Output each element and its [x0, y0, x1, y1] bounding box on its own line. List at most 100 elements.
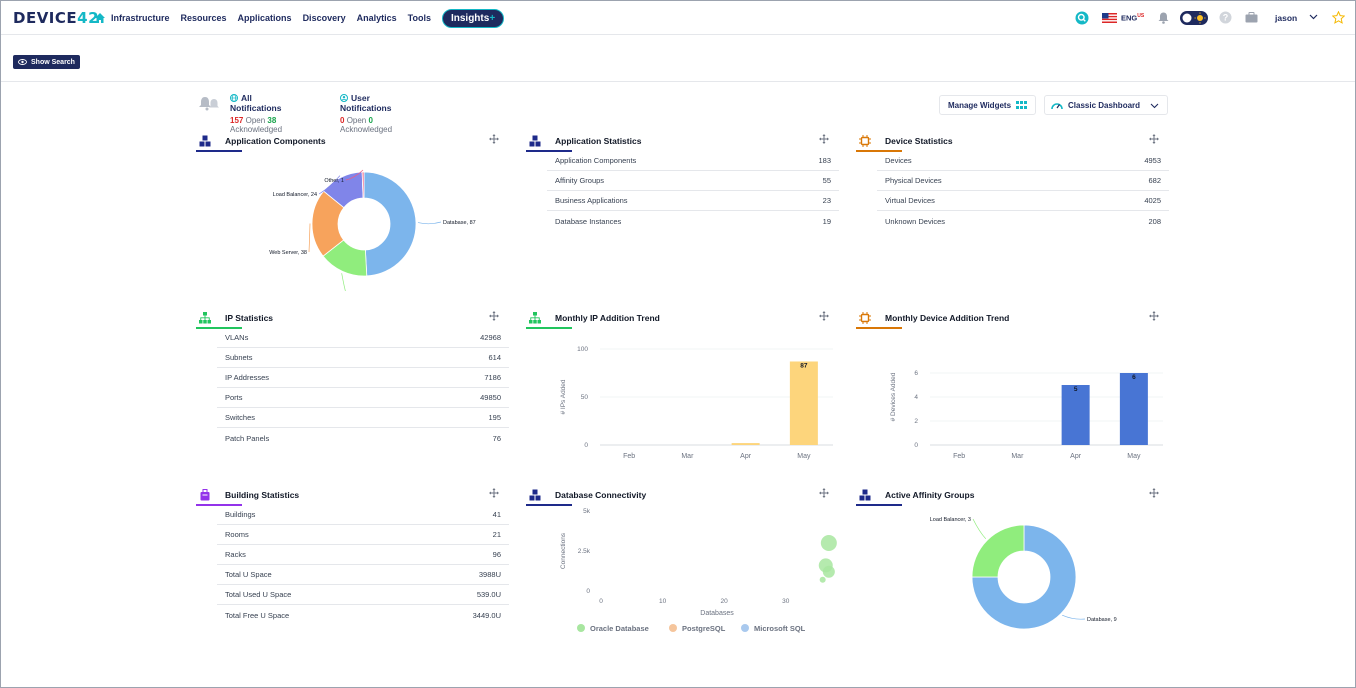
table-row[interactable]: Total Used U Space 539.0U: [217, 585, 509, 605]
widget-title: Device Statistics: [885, 136, 953, 146]
theme-toggle[interactable]: [1180, 11, 1208, 25]
row-label: Devices: [885, 156, 912, 165]
x-tick-label: Feb: [953, 453, 965, 460]
donut-slice-database: [363, 171, 417, 277]
insights-button[interactable]: Insights+: [441, 8, 505, 28]
table-row[interactable]: Virtual Devices 4025: [877, 191, 1169, 211]
x-tick-label: 0: [599, 598, 603, 605]
table-row[interactable]: Physical Devices 682: [877, 171, 1169, 191]
widget-title: Database Connectivity: [555, 490, 647, 500]
language-selector[interactable]: ENGUS: [1121, 13, 1144, 23]
widget-title: IP Statistics: [225, 313, 274, 323]
move-icon[interactable]: [819, 311, 829, 321]
nav-resources[interactable]: Resources: [180, 13, 227, 23]
move-icon[interactable]: [489, 134, 499, 144]
title-underline: [856, 504, 902, 506]
nav-applications[interactable]: Applications: [237, 13, 292, 23]
move-icon[interactable]: [1149, 311, 1159, 321]
dashboard-select-value: Classic Dashboard: [1068, 100, 1140, 110]
table-row[interactable]: Total U Space 3988U: [217, 565, 509, 585]
user-menu[interactable]: jason: [1275, 13, 1298, 23]
chevron-down-icon[interactable]: [1309, 14, 1318, 20]
move-icon[interactable]: [489, 311, 499, 321]
help-icon[interactable]: ?: [1219, 11, 1232, 24]
x-tick-label: May: [1127, 453, 1141, 460]
table-row[interactable]: Application Components 183: [547, 151, 839, 171]
table-row[interactable]: Patch Panels 76: [217, 428, 509, 448]
table-row[interactable]: Unknown Devices 208: [877, 211, 1169, 231]
device42-logo[interactable]: DEVICE42: [13, 9, 99, 27]
table-row[interactable]: Racks 96: [217, 545, 509, 565]
table-row[interactable]: Switches 195: [217, 408, 509, 428]
nav-analytics[interactable]: Analytics: [356, 13, 397, 23]
all-ack-label: Acknowledged: [230, 125, 283, 134]
row-label: Subnets: [225, 353, 253, 362]
row-value: 23: [822, 196, 831, 205]
table-row[interactable]: Database Instances 19: [547, 211, 839, 231]
star-icon[interactable]: [1332, 11, 1345, 24]
table-row[interactable]: Rooms 21: [217, 525, 509, 545]
table-row[interactable]: Business Applications 23: [547, 191, 839, 211]
eye-icon: [18, 59, 27, 65]
manage-widgets-button[interactable]: Manage Widgets: [939, 95, 1036, 115]
user-notifications[interactable]: User Notifications 0 Open 0 Acknowledged: [340, 93, 392, 134]
all-notifications[interactable]: All Notifications 157 Open 38 Acknowledg…: [230, 93, 282, 134]
user-open-count: 0: [340, 116, 345, 125]
donut-data-label: Database, 87: [443, 220, 476, 226]
row-label: Buildings: [225, 510, 256, 519]
move-icon[interactable]: [489, 488, 499, 498]
move-icon[interactable]: [1149, 488, 1159, 498]
row-value: 539.0U: [476, 590, 501, 599]
table-row[interactable]: Subnets 614: [217, 348, 509, 368]
row-label: VLANs: [225, 333, 249, 342]
nav-infrastructure[interactable]: Infrastructure: [111, 13, 170, 23]
row-value: 19: [822, 216, 831, 226]
user-notifications-title: User Notifications: [340, 93, 392, 113]
bell-icon[interactable]: [1158, 12, 1169, 24]
home-icon[interactable]: [94, 12, 106, 24]
widget-title: Application Components: [225, 136, 326, 146]
nav-discovery[interactable]: Discovery: [302, 13, 346, 23]
search-icon[interactable]: [1075, 11, 1089, 25]
row-value: 682: [1148, 176, 1161, 185]
row-value: 76: [492, 433, 501, 443]
row-value: 21: [492, 530, 501, 539]
row-value: 42968: [480, 333, 501, 342]
us-flag-icon[interactable]: [1102, 13, 1117, 23]
widget-ip-statistics: IP Statistics VLANs 42968 Subnets 614 IP A…: [195, 308, 509, 458]
table-row[interactable]: Devices 4953: [877, 151, 1169, 171]
user-open-label: Open: [346, 116, 367, 125]
row-label: Patch Panels: [225, 433, 270, 443]
table-row[interactable]: Affinity Groups 55: [547, 171, 839, 191]
table-row[interactable]: Total Free U Space 3449.0U: [217, 605, 509, 625]
move-icon[interactable]: [1149, 134, 1159, 144]
row-value: 3988U: [478, 570, 501, 579]
row-value: 183: [818, 156, 831, 165]
widget-active-affinity-groups: Active Affinity Groups Database, 9 Load B…: [855, 485, 1169, 635]
language-region: US: [1137, 13, 1145, 19]
table-row[interactable]: IP Addresses 7186: [217, 368, 509, 388]
x-tick-label: Mar: [1011, 453, 1024, 460]
table-row[interactable]: Buildings 41: [217, 505, 509, 525]
row-value: 49850: [480, 393, 501, 402]
widget-monthly-device-trend: Monthly Device Addition Trend 0 2 4 6 # Devi…: [855, 308, 1169, 468]
move-icon[interactable]: [819, 134, 829, 144]
stats-table: VLANs 42968 Subnets 614 IP Addresses 7186 P…: [217, 328, 509, 448]
cubes-icon: [859, 489, 871, 501]
move-icon[interactable]: [819, 488, 829, 498]
table-row[interactable]: Ports 49850: [217, 388, 509, 408]
nav-tools[interactable]: Tools: [407, 13, 431, 23]
donut-connector: [341, 273, 346, 291]
title-underline: [196, 504, 242, 506]
row-label: Racks: [225, 550, 246, 559]
donut-data-label: Load Balancer, 24: [273, 192, 317, 198]
y-tick-label: 0: [584, 442, 588, 449]
row-value: 41: [492, 510, 501, 519]
row-label: Switches: [225, 413, 256, 422]
table-row[interactable]: VLANs 42968: [217, 328, 509, 348]
show-search-button[interactable]: Show Search: [13, 55, 80, 69]
donut-connector: [318, 175, 341, 195]
dashboard-select[interactable]: Classic Dashboard: [1044, 95, 1168, 115]
briefcase-icon[interactable]: [1245, 12, 1258, 23]
top-nav-bar: DEVICE42 Infrastructure Resources Applic…: [1, 1, 1355, 35]
